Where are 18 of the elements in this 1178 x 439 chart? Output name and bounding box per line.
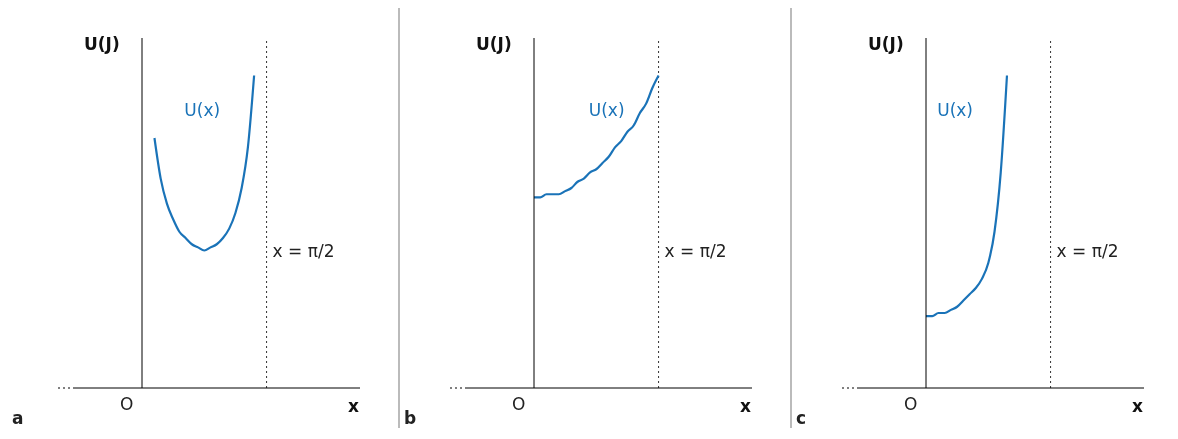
text: O	[512, 394, 526, 414]
y-axis-title: U(J)	[84, 34, 120, 54]
text: O	[120, 394, 134, 414]
y-axis-title: U(J)	[476, 34, 512, 54]
text: a	[12, 408, 24, 428]
text: c	[796, 408, 807, 428]
x-axis-title: x	[348, 396, 359, 416]
annotation: x = π/2	[664, 241, 727, 261]
x-axis-title: x	[1132, 396, 1143, 416]
annotation: x = π/2	[1056, 241, 1119, 261]
x-axis-title: x	[740, 396, 751, 416]
text: O	[904, 394, 918, 414]
y-axis-title: U(J)	[868, 34, 904, 54]
annotation: x = π/2	[272, 241, 335, 261]
series-label: U(x)	[937, 99, 973, 120]
series-label: U(x)	[184, 99, 221, 120]
text: b	[404, 408, 417, 428]
series-label: U(x)	[588, 99, 625, 120]
